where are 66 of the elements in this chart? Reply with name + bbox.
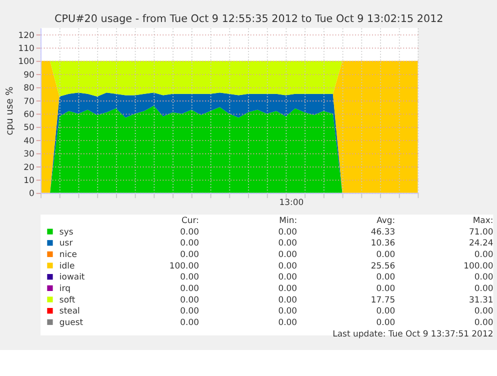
legend-label: irq <box>59 283 70 293</box>
text: 0.00 <box>180 249 199 260</box>
text: 0.00 <box>180 272 199 282</box>
text: 17.75 <box>370 294 396 304</box>
text: 0.00 <box>180 316 199 327</box>
y-tick-label: 20 <box>24 162 34 172</box>
text: 71.00 <box>468 226 494 236</box>
text: 0.00 <box>180 226 199 236</box>
y-tick-label: 120 <box>18 30 34 40</box>
text: 0.00 <box>180 238 199 248</box>
legend-label: guest <box>59 316 84 327</box>
text: 0.00 <box>278 226 298 236</box>
text: 0.00 <box>278 283 298 293</box>
legend-label: usr <box>59 238 74 248</box>
text: 0.00 <box>278 294 298 304</box>
text: 0.00 <box>376 272 396 282</box>
y-tick-label: 60 <box>24 109 34 119</box>
text: 0.00 <box>474 316 494 327</box>
y-tick-label: 70 <box>24 96 34 106</box>
text: 46.33 <box>370 226 396 236</box>
text: 0.00 <box>474 306 494 316</box>
y-tick-label: 50 <box>24 122 34 132</box>
text: 25.56 <box>370 260 396 270</box>
text: 0.00 <box>278 249 298 260</box>
text: 0.00 <box>180 306 199 316</box>
legend-label: soft <box>59 294 76 304</box>
y-tick-label: 10 <box>24 175 34 186</box>
text: 0.00 <box>278 238 298 248</box>
text: 100.00 <box>169 260 199 270</box>
text: Max: <box>472 215 494 226</box>
legend-label: iowait <box>59 272 86 282</box>
text: 0.00 <box>278 260 298 270</box>
text: Last update: Tue Oct 9 13:37:51 2012 <box>332 328 494 338</box>
text: 100.00 <box>464 260 494 270</box>
y-tick-label: 0 <box>29 188 34 198</box>
text: 0.00 <box>278 272 298 282</box>
y-tick-label: 80 <box>24 82 34 93</box>
text: 0.00 <box>474 272 494 282</box>
y-axis-title: cpu use % <box>4 86 16 136</box>
text: 0.00 <box>180 283 199 293</box>
chart-title: CPU#20 usage - from Tue Oct 9 12:55:35 2012 to Tue Oct 9 13:02:15 2012 <box>54 13 444 26</box>
y-tick-label: 90 <box>24 69 34 80</box>
legend-label: steal <box>59 306 80 316</box>
text: 0.00 <box>376 306 396 316</box>
text: Cur: <box>182 215 199 226</box>
text: Avg: <box>376 215 396 226</box>
text: 0.00 <box>376 316 396 327</box>
text: 0.00 <box>474 283 494 293</box>
text: 24.24 <box>468 238 494 248</box>
text: 0.00 <box>376 283 396 293</box>
text: 0.00 <box>278 306 298 316</box>
text: 10.36 <box>370 238 396 248</box>
text: Min: <box>279 215 298 226</box>
text: 31.31 <box>468 294 494 304</box>
legend-label: nice <box>59 249 78 260</box>
y-tick-label: 30 <box>24 148 34 159</box>
text: 0.00 <box>376 249 396 260</box>
y-tick-label: 100 <box>18 56 34 66</box>
text: 0.00 <box>180 294 199 304</box>
legend-label: sys <box>59 226 74 236</box>
y-tick-label: 110 <box>18 42 34 53</box>
y-tick-label: 40 <box>24 135 34 146</box>
text: 0.00 <box>474 249 494 260</box>
text: 13:00 <box>279 197 304 208</box>
legend-label: idle <box>59 260 75 270</box>
text: 0.00 <box>278 316 298 327</box>
